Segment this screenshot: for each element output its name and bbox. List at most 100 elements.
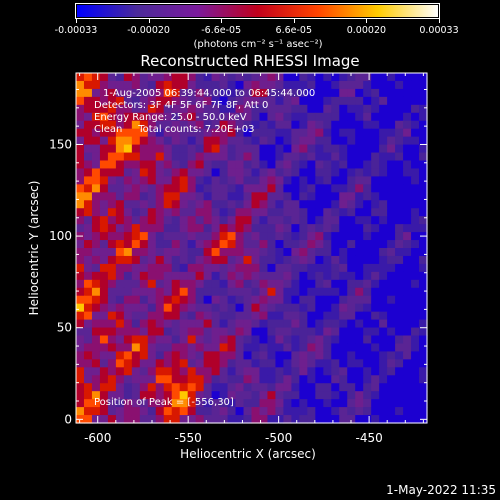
heatmap-cell (76, 96, 85, 106)
heatmap-cell (315, 192, 324, 201)
heatmap-cell (403, 383, 412, 392)
heatmap-cell (355, 319, 364, 329)
colorbar-tick-label: -0.00033 (54, 25, 98, 36)
heatmap-cell (219, 120, 229, 130)
heatmap-cell (411, 128, 420, 138)
heatmap-cell (331, 248, 340, 257)
heatmap-cell (403, 279, 412, 289)
heatmap-cell (267, 208, 277, 217)
heatmap-cell (219, 351, 229, 360)
heatmap-cell (395, 375, 404, 384)
heatmap-cell (163, 287, 173, 297)
heatmap-cell (115, 104, 125, 114)
heatmap-cell (147, 200, 157, 209)
heatmap-cell (363, 160, 372, 170)
heatmap-cell (115, 255, 125, 265)
heatmap-cell (315, 232, 324, 241)
heatmap-cell (131, 263, 141, 273)
heatmap-cell (235, 192, 245, 201)
heatmap-cell (76, 295, 85, 305)
heatmap-cell (171, 263, 181, 273)
heatmap-cell (339, 359, 348, 368)
heatmap-cell (243, 80, 253, 90)
heatmap-cell (115, 391, 125, 400)
heatmap-cell (187, 248, 197, 257)
heatmap-cell (331, 415, 340, 424)
heatmap-cell (123, 335, 133, 345)
heatmap-cell (363, 136, 372, 146)
heatmap-cell (387, 216, 396, 225)
heatmap-cell (323, 80, 332, 90)
heatmap-cell (419, 255, 428, 265)
heatmap-cell (91, 255, 101, 265)
heatmap-cell (379, 303, 388, 313)
heatmap-cell (179, 351, 189, 360)
heatmap-cell (379, 136, 388, 146)
heatmap-cell (331, 200, 340, 209)
colorbar-unit-label: (photons cm⁻² s⁻¹ asec⁻²) (193, 39, 323, 50)
heatmap-cell (83, 152, 93, 162)
heatmap-cell (387, 407, 396, 416)
heatmap-cell (283, 120, 292, 130)
heatmap-cell (163, 263, 173, 273)
heatmap-cell (395, 303, 404, 313)
heatmap-cell (419, 200, 428, 209)
heatmap-cell (307, 120, 316, 130)
heatmap-cell (203, 335, 213, 345)
heatmap-cell (419, 263, 428, 273)
heatmap-cell (163, 136, 173, 146)
heatmap-cell (291, 184, 300, 193)
heatmap-cell (163, 184, 173, 193)
heatmap-cell (363, 415, 372, 424)
heatmap-cell (155, 136, 165, 146)
heatmap-cell (99, 88, 109, 98)
heatmap-cell (163, 375, 173, 384)
heatmap-cell (259, 216, 269, 225)
heatmap-cell (147, 152, 157, 162)
heatmap-cell (203, 192, 213, 201)
heatmap-cell (419, 152, 428, 162)
heatmap-cell (387, 136, 396, 146)
heatmap-cell (243, 359, 253, 368)
heatmap-cell (339, 343, 348, 352)
heatmap-cell (307, 255, 316, 265)
heatmap-cell (339, 303, 348, 313)
heatmap-cell (155, 80, 165, 90)
heatmap-cell (307, 319, 316, 329)
heatmap-cell (387, 263, 396, 273)
heatmap-cell (355, 144, 364, 154)
heatmap-cell (347, 192, 356, 201)
heatmap-cell (115, 351, 125, 360)
heatmap-cell (99, 240, 109, 249)
heatmap-cell (267, 224, 277, 233)
heatmap-cell (211, 88, 221, 98)
heatmap-cell (139, 407, 149, 416)
heatmap-cell (99, 287, 109, 297)
heatmap-cell (267, 303, 277, 313)
heatmap-cell (163, 200, 173, 209)
heatmap-cell (235, 208, 245, 217)
heatmap-cell (131, 295, 141, 305)
heatmap-cell (155, 375, 165, 384)
x-tick-label: -450 (355, 431, 382, 445)
heatmap-cell (379, 104, 388, 114)
heatmap-cell (379, 248, 388, 257)
heatmap-cell (227, 104, 237, 114)
heatmap-cell (211, 184, 221, 193)
heatmap-cell (299, 80, 308, 90)
heatmap-cell (171, 311, 181, 321)
heatmap-cell (283, 160, 292, 170)
heatmap-cell (419, 192, 428, 201)
heatmap-cell (219, 200, 229, 209)
heatmap-cell (275, 351, 285, 360)
heatmap-cell (219, 216, 229, 225)
heatmap-cell (187, 192, 197, 201)
heatmap-cell (163, 240, 173, 249)
heatmap-cell (91, 263, 101, 273)
heatmap-cell (411, 208, 420, 217)
heatmap-cell (283, 88, 292, 98)
heatmap-cell (163, 399, 173, 408)
heatmap-cell (395, 271, 404, 281)
heatmap-cell (147, 144, 157, 154)
heatmap-cell (227, 319, 237, 329)
